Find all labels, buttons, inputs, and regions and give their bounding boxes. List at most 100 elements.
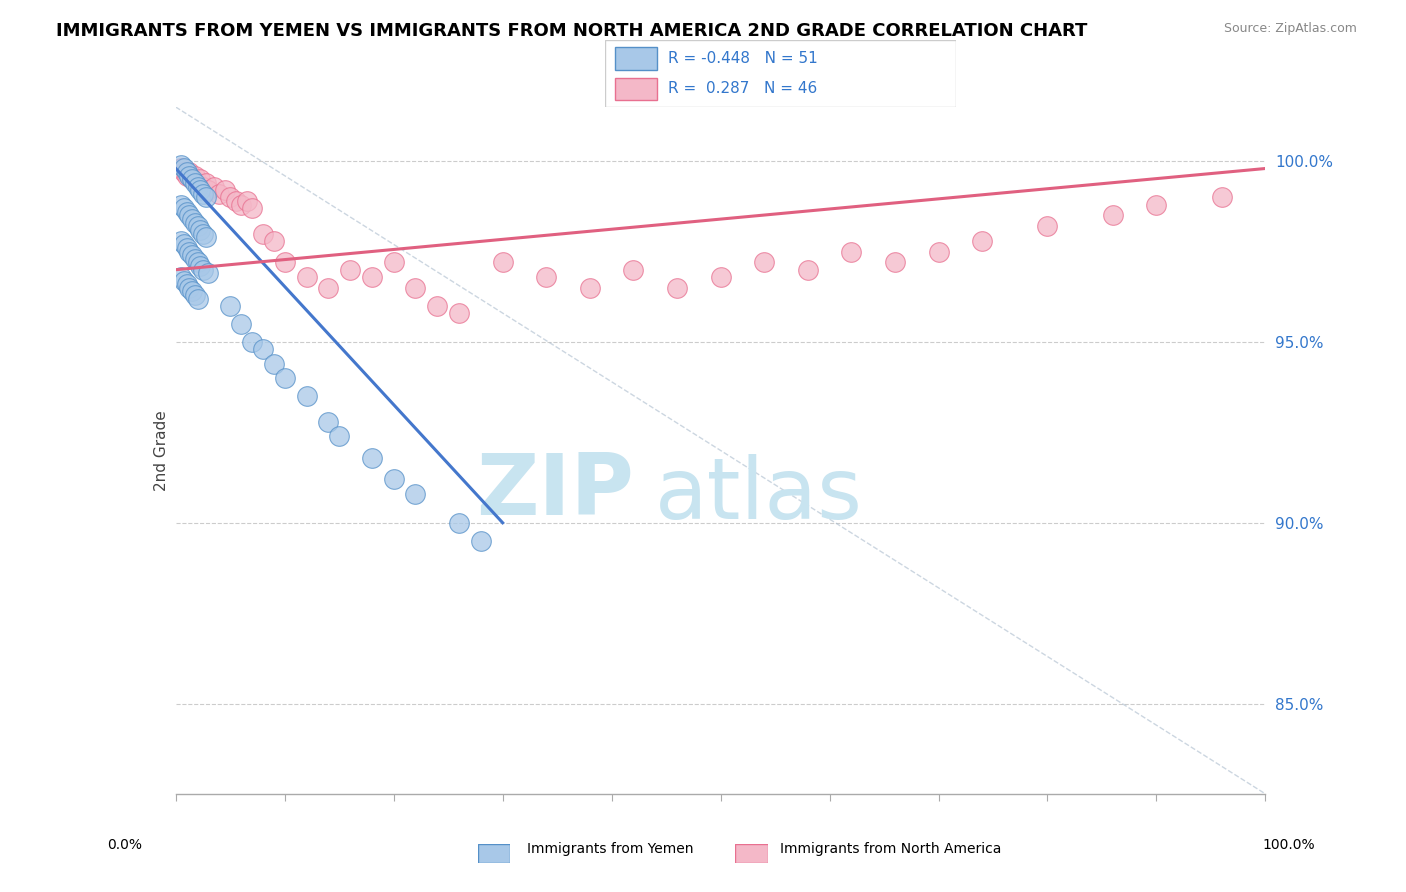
Point: [295, 269, 318, 284]
Point: [176, 277, 198, 292]
Point: [184, 216, 207, 230]
Point: [170, 197, 193, 211]
FancyBboxPatch shape: [478, 844, 510, 863]
Point: [184, 169, 207, 183]
Point: [197, 266, 219, 280]
Text: IMMIGRANTS FROM YEMEN VS IMMIGRANTS FROM NORTH AMERICA 2ND GRADE CORRELATION CHA: IMMIGRANTS FROM YEMEN VS IMMIGRANTS FROM…: [56, 22, 1088, 40]
Point: [235, 194, 257, 208]
Text: atlas: atlas: [655, 454, 863, 537]
Point: [195, 190, 218, 204]
Point: [170, 269, 193, 284]
Point: [186, 255, 209, 269]
Point: [202, 179, 225, 194]
Point: [295, 389, 318, 403]
Point: [181, 248, 204, 262]
Point: [240, 201, 263, 215]
Point: [447, 306, 470, 320]
Point: [173, 161, 195, 176]
FancyBboxPatch shape: [616, 46, 658, 70]
Point: [219, 190, 242, 204]
Point: [186, 219, 209, 234]
Text: Immigrants from North America: Immigrants from North America: [780, 842, 1001, 855]
Point: [666, 281, 689, 295]
Point: [231, 317, 253, 331]
Point: [173, 237, 195, 252]
Point: [181, 172, 204, 186]
FancyBboxPatch shape: [735, 844, 768, 863]
Text: R =  0.287   N = 46: R = 0.287 N = 46: [668, 81, 817, 96]
FancyBboxPatch shape: [605, 40, 956, 107]
Text: ZIP: ZIP: [475, 450, 633, 533]
Point: [360, 269, 382, 284]
Point: [360, 450, 382, 465]
Text: Source: ZipAtlas.com: Source: ZipAtlas.com: [1223, 22, 1357, 36]
Point: [240, 334, 263, 349]
Point: [219, 299, 242, 313]
Point: [621, 262, 644, 277]
Point: [1102, 209, 1125, 223]
Y-axis label: 2nd Grade: 2nd Grade: [153, 410, 169, 491]
Point: [184, 176, 207, 190]
Point: [884, 255, 907, 269]
Point: [579, 281, 602, 295]
FancyBboxPatch shape: [616, 78, 658, 100]
Point: [173, 165, 195, 179]
Point: [177, 281, 200, 295]
Point: [186, 176, 209, 190]
Point: [263, 357, 285, 371]
Point: [191, 186, 214, 201]
Point: [184, 252, 207, 266]
Point: [177, 165, 200, 179]
Point: [231, 197, 253, 211]
Point: [534, 269, 557, 284]
Point: [841, 244, 863, 259]
Point: [382, 255, 405, 269]
Point: [252, 227, 274, 241]
Point: [197, 183, 219, 197]
Point: [170, 158, 193, 172]
Point: [339, 262, 361, 277]
Point: [170, 161, 193, 176]
Point: [318, 415, 340, 429]
Point: [796, 262, 818, 277]
Point: [188, 183, 211, 197]
Point: [191, 179, 214, 194]
Point: [188, 223, 211, 237]
Point: [382, 472, 405, 486]
Point: [225, 194, 247, 208]
Point: [426, 299, 449, 313]
Point: [710, 269, 733, 284]
Point: [195, 230, 218, 244]
Point: [177, 209, 200, 223]
Point: [405, 487, 427, 501]
Point: [186, 292, 209, 306]
Point: [176, 165, 198, 179]
Text: 0.0%: 0.0%: [107, 838, 142, 852]
Text: R = -0.448   N = 51: R = -0.448 N = 51: [668, 51, 818, 66]
Point: [177, 169, 200, 183]
Point: [318, 281, 340, 295]
Point: [181, 285, 204, 299]
Point: [928, 244, 950, 259]
Point: [181, 212, 204, 227]
Point: [274, 371, 297, 385]
Text: Immigrants from Yemen: Immigrants from Yemen: [527, 842, 693, 855]
Point: [176, 169, 198, 183]
Point: [176, 205, 198, 219]
Point: [754, 255, 776, 269]
Point: [447, 516, 470, 530]
Point: [328, 429, 350, 443]
Text: 100.0%: 100.0%: [1263, 838, 1315, 852]
Point: [170, 234, 193, 248]
Point: [188, 172, 211, 186]
Point: [1036, 219, 1059, 234]
Point: [186, 179, 209, 194]
Point: [195, 176, 218, 190]
Point: [176, 241, 198, 255]
Point: [263, 234, 285, 248]
Point: [177, 244, 200, 259]
Point: [492, 255, 515, 269]
Point: [191, 227, 214, 241]
Point: [252, 343, 274, 357]
Point: [274, 255, 297, 269]
